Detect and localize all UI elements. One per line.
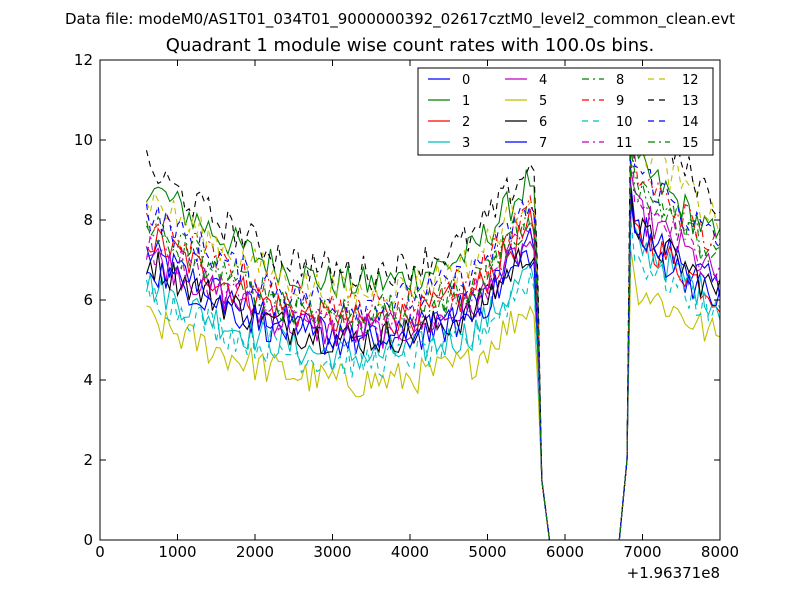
- legend-label-7: 7: [539, 136, 547, 151]
- series-line-3: [145, 204, 721, 541]
- legend-label-15: 15: [682, 136, 699, 151]
- series-line-11: [145, 159, 721, 541]
- x-tick-label: 2000: [236, 543, 274, 561]
- legend-label-1: 1: [462, 94, 470, 109]
- legend-label-10: 10: [616, 115, 633, 130]
- y-tick-label: 12: [74, 51, 93, 69]
- legend-label-14: 14: [682, 115, 699, 130]
- series-line-15: [145, 139, 721, 541]
- legend-label-8: 8: [616, 73, 624, 88]
- series-line-12: [145, 94, 721, 541]
- x-tick-label: 1000: [158, 543, 196, 561]
- series-line-6: [145, 189, 721, 541]
- x-tick-label: 5000: [468, 543, 506, 561]
- legend-label-11: 11: [616, 136, 633, 151]
- legend-label-13: 13: [682, 94, 699, 109]
- legend-label-12: 12: [682, 73, 699, 88]
- chart-title: Quadrant 1 module wise count rates with …: [165, 35, 655, 56]
- legend-box: [417, 67, 714, 156]
- series-line-8: [146, 144, 721, 541]
- x-tick-label: 3000: [313, 543, 351, 561]
- y-tick-label: 8: [83, 211, 93, 229]
- legend-label-4: 4: [539, 73, 547, 88]
- x-tick-label: 6000: [546, 543, 584, 561]
- series-line-5: [146, 249, 721, 541]
- y-tick-label: 10: [74, 131, 93, 149]
- x-tick-label: 7000: [623, 543, 661, 561]
- y-tick-label: 2: [83, 451, 93, 469]
- x-tick-label: 8000: [701, 543, 739, 561]
- y-tick-label: 6: [83, 291, 93, 309]
- legend-label-2: 2: [462, 115, 470, 130]
- suptitle: Data file: modeM0/AS1T01_034T01_90000003…: [64, 10, 736, 28]
- legend-label-0: 0: [462, 73, 470, 88]
- tick-layer: 0 1000 2000 3000 4000 5000 6000 7000 80000246810…: [74, 51, 739, 561]
- series-line-13: [145, 69, 721, 541]
- x-offset-label: +1.96371e8: [627, 564, 720, 582]
- legend-label-5: 5: [539, 94, 547, 109]
- legend-label-3: 3: [462, 136, 470, 151]
- series-line-14: [145, 124, 721, 541]
- legend-label-9: 9: [616, 94, 624, 109]
- y-tick-label: 0: [83, 531, 93, 549]
- legend-label-6: 6: [539, 115, 547, 130]
- x-tick-label: 0: [95, 543, 105, 561]
- x-tick-label: 4000: [391, 543, 429, 561]
- series-line-10: [145, 219, 721, 541]
- y-tick-label: 4: [83, 371, 93, 389]
- series-line-7: [146, 199, 721, 541]
